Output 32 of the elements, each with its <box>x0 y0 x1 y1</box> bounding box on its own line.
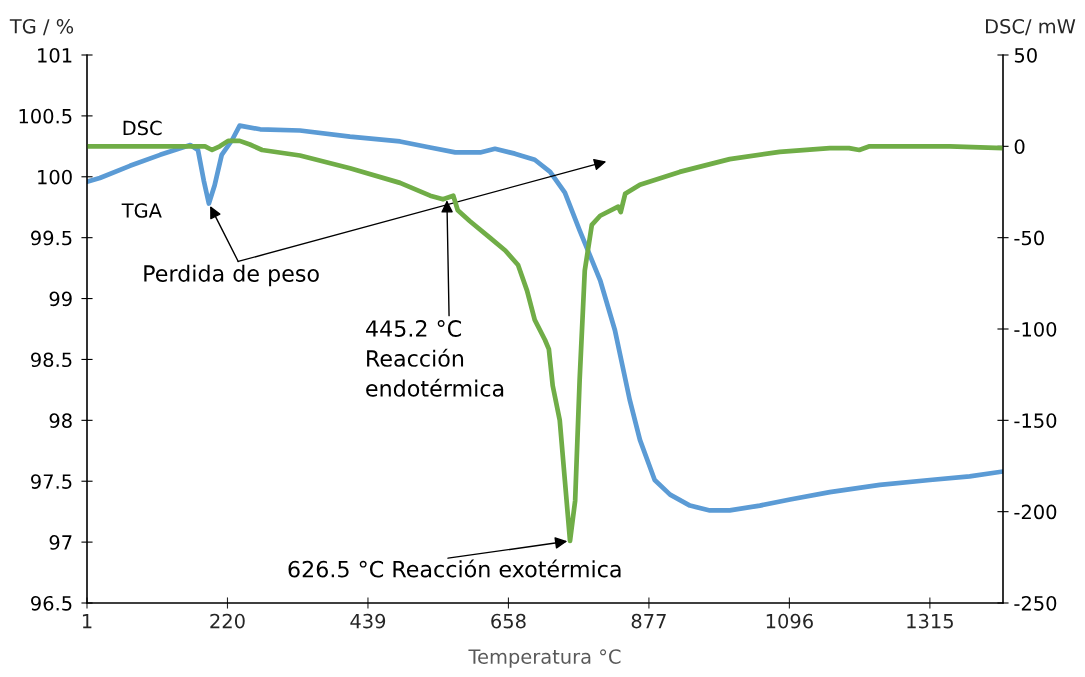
y-tick-label: 100 <box>38 169 72 185</box>
y-tick-label: 100.5 <box>19 108 72 124</box>
y2-tick-label: -150 <box>1014 413 1057 428</box>
y-tick-label: 97.5 <box>31 474 72 489</box>
x-tick-label: 1096 <box>766 613 813 629</box>
y2-tick-label: -200 <box>1014 504 1057 520</box>
y2-tick-label: -100 <box>1014 321 1057 337</box>
y-tick-label: 97 <box>49 535 72 550</box>
y-tick-label: 98.5 <box>31 352 72 368</box>
y-axis-title: TG / % <box>9 18 74 36</box>
y-tick-label: 98 <box>49 413 72 428</box>
y-tick-label: 99 <box>49 291 72 307</box>
y2-axis-title: DSC/ mW <box>986 18 1076 36</box>
x-tick-label: 658 <box>491 613 526 629</box>
y2-tick-label: 50 <box>1014 47 1037 63</box>
y-tick-label: 96.5 <box>31 595 72 611</box>
y-tick-label: 99.5 <box>31 230 72 246</box>
x-tick-label: 1 <box>82 614 92 629</box>
x-tick-label: 220 <box>210 613 245 629</box>
y2-tick-label: -250 <box>1014 595 1057 611</box>
x-tick-label: 1315 <box>907 613 953 629</box>
x-tick-label: 877 <box>631 613 666 629</box>
y-tick-label: 101 <box>38 47 72 63</box>
x-tick-label: 439 <box>350 613 386 629</box>
series-label: DSC <box>123 120 162 136</box>
y2-tick-label: 0 <box>1014 139 1025 154</box>
annotation: 626.5 °C Reacción exotérmica <box>288 559 621 578</box>
series-label: TGA <box>121 203 162 218</box>
y2-tick-label: -50 <box>1014 230 1044 246</box>
annotation: 445.2 °C Reacción endotérmica <box>366 320 504 397</box>
x-axis-title: Temperatura °C <box>468 649 621 668</box>
annotation: Perdida de peso <box>144 264 319 287</box>
